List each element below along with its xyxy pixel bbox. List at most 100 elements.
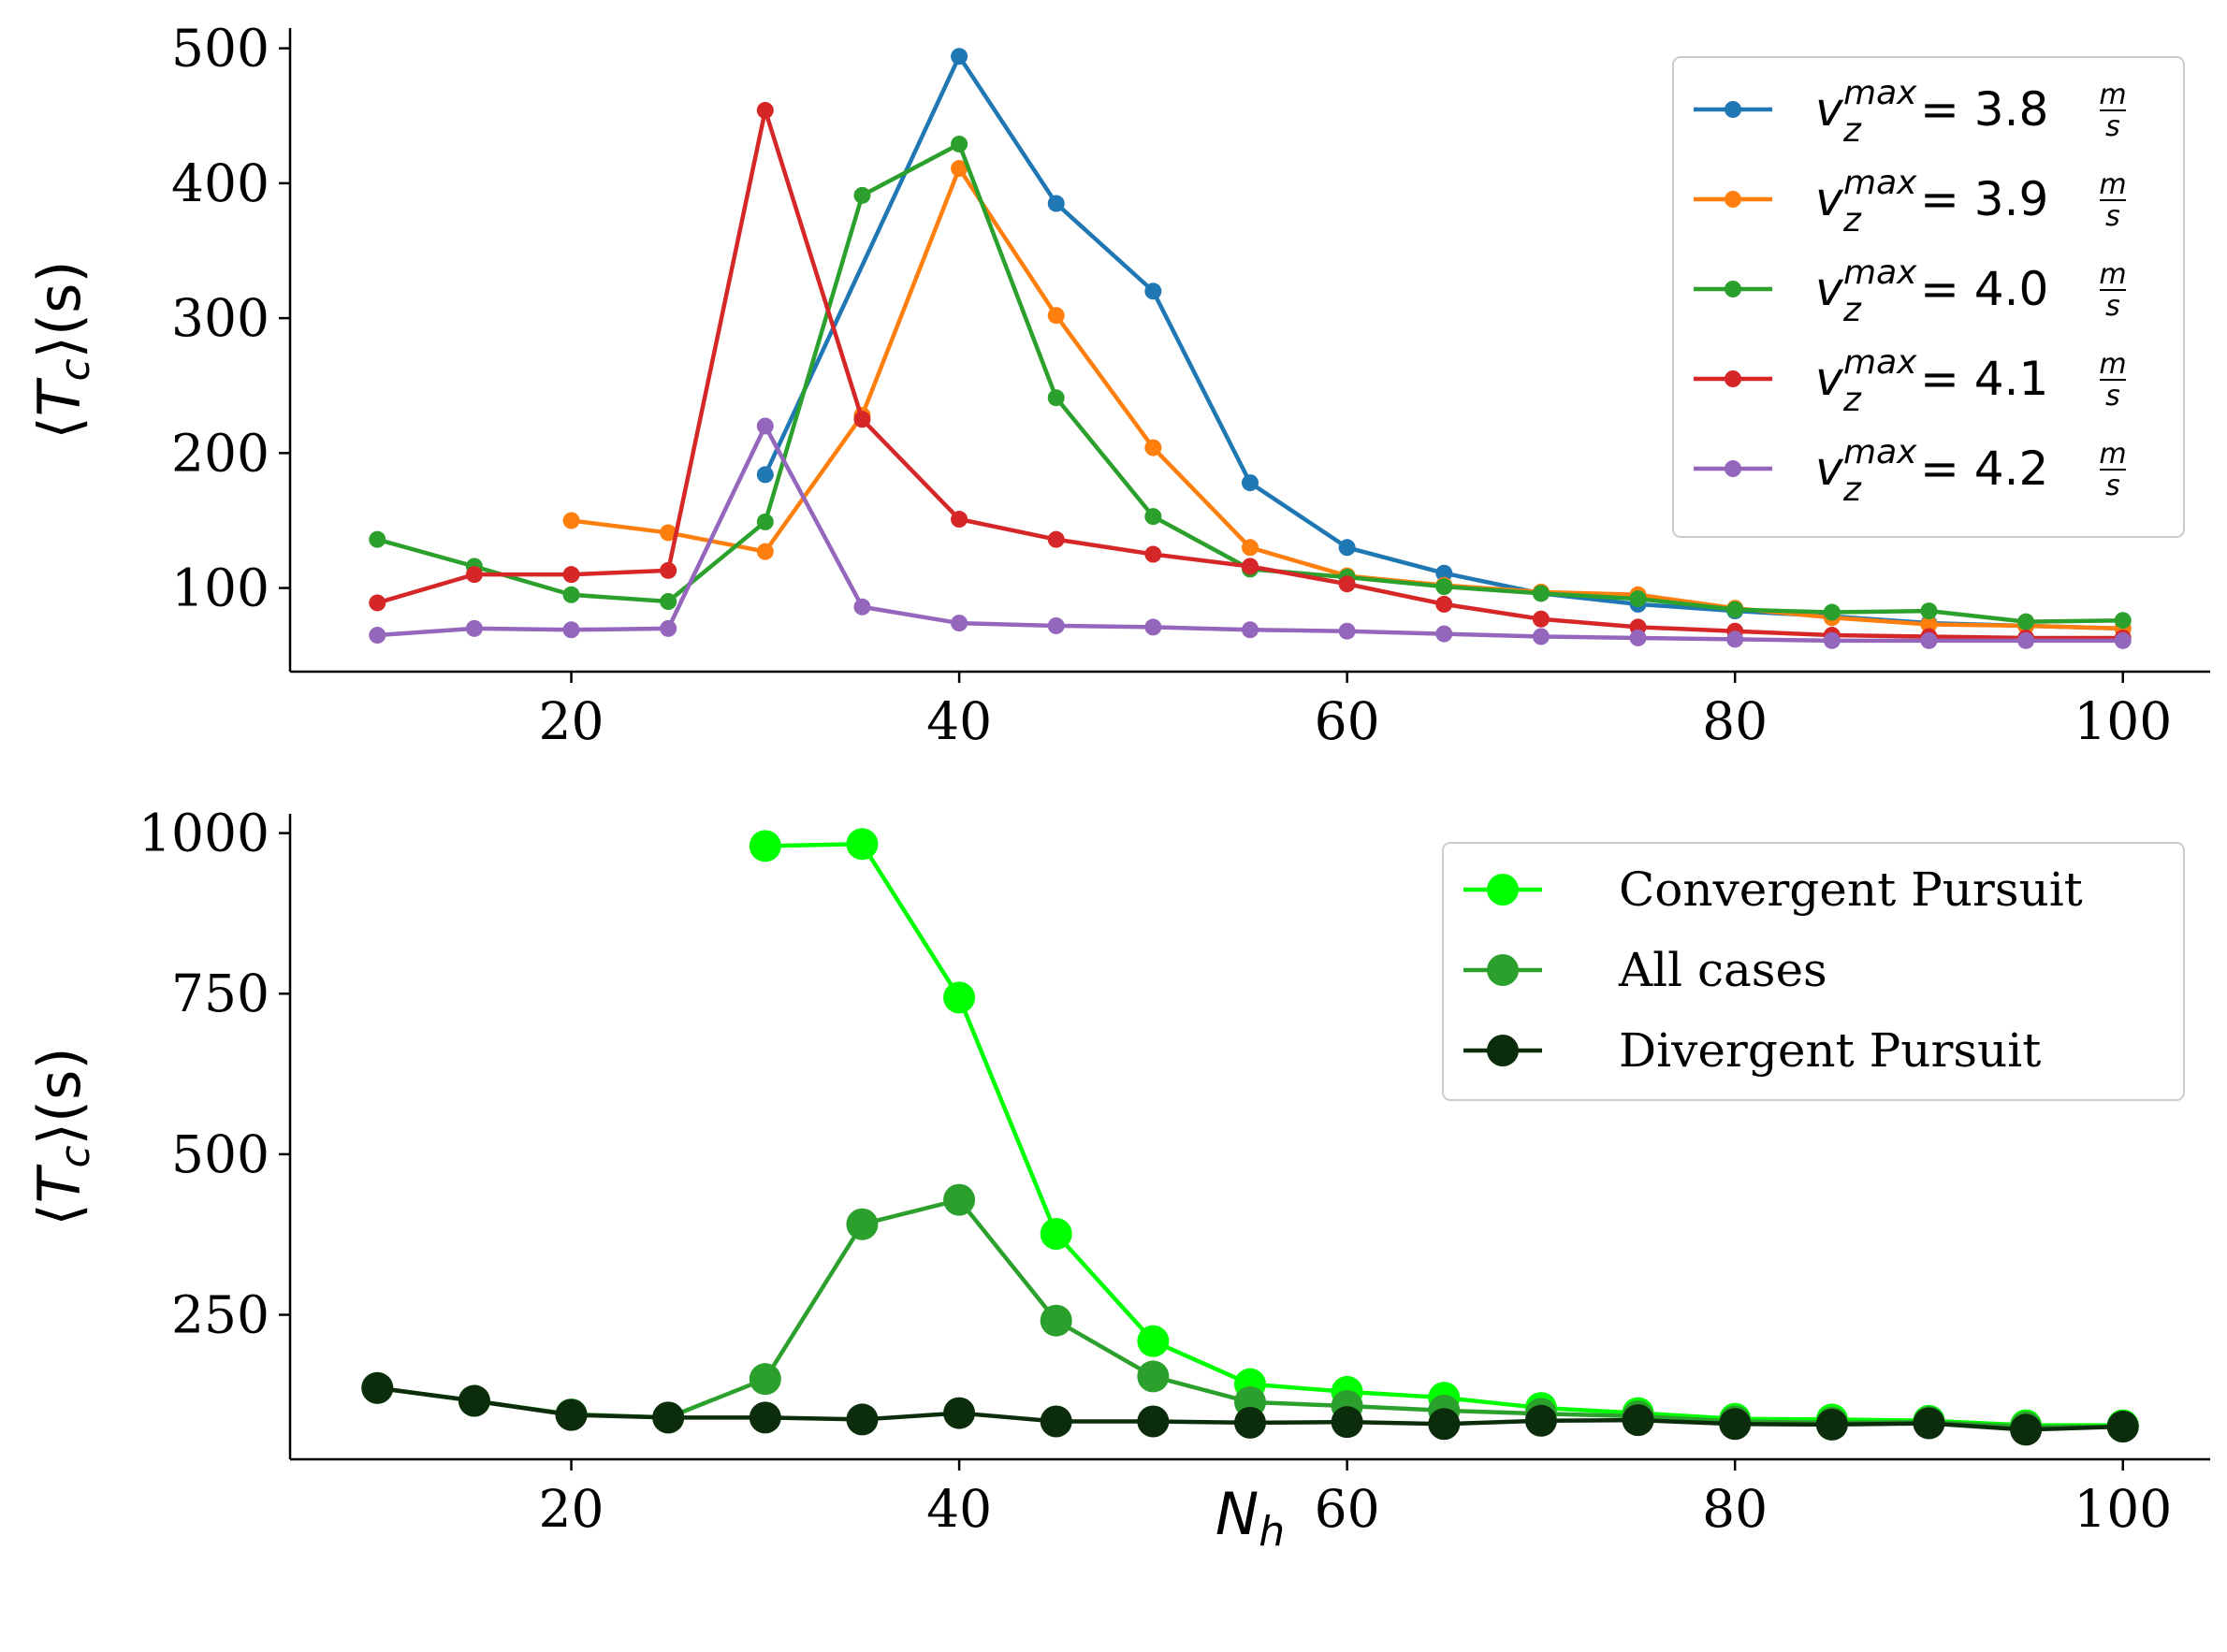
y-tick-label: 1000 [138, 804, 269, 863]
data-point [1242, 558, 1259, 575]
data-point [1532, 585, 1550, 602]
data-point [1532, 610, 1550, 628]
data-point [1047, 616, 1065, 634]
legend-sub: z [1842, 111, 1862, 150]
data-point [756, 543, 774, 560]
legend-frac-num: m [2099, 258, 2126, 291]
legend-sub: z [1842, 381, 1862, 419]
data-point [1144, 439, 1162, 456]
y-axis-label: ⟨Tc⟩(s) [25, 260, 99, 439]
data-point [1435, 564, 1453, 582]
data-point [1047, 195, 1065, 212]
data-point [1047, 389, 1065, 407]
data-point [749, 1363, 781, 1396]
data-point [562, 621, 580, 639]
data-point [1920, 616, 1938, 633]
legend-frac-den: s [2105, 380, 2120, 413]
data-point [1242, 539, 1259, 557]
data-point [1622, 1404, 1654, 1437]
data-point [1435, 625, 1453, 643]
data-point [1144, 545, 1162, 563]
data-point [1331, 1406, 1363, 1439]
data-point [458, 1384, 490, 1417]
data-point [756, 101, 774, 119]
legend-label: v [1815, 442, 1844, 496]
data-point [756, 466, 774, 484]
x-tick-label: 60 [1315, 1479, 1380, 1539]
legend-marker [1725, 370, 1741, 387]
data-point [1338, 575, 1356, 593]
data-point [943, 1397, 976, 1429]
legend-label: v [1815, 352, 1844, 406]
data-point [1144, 508, 1162, 526]
legend-frac-den: s [2105, 200, 2120, 233]
legend-sup: max [1843, 74, 1917, 112]
data-point [562, 586, 580, 603]
data-point [555, 1398, 588, 1431]
data-point [1242, 621, 1259, 639]
legend-value: = 4.2 [1920, 442, 2048, 496]
data-point [1920, 602, 1938, 620]
data-point [361, 1371, 394, 1404]
legend-entry: Divergent Pursuit [1463, 1023, 2041, 1078]
data-point [1823, 631, 1841, 649]
data-point [853, 186, 871, 204]
data-point [2106, 1410, 2139, 1442]
legend-label: Convergent Pursuit [1619, 862, 2083, 917]
x-tick-label: 20 [539, 1479, 604, 1539]
data-point [1047, 307, 1065, 325]
legend-frame [1442, 842, 2185, 1101]
x-tick-label: 60 [1315, 691, 1380, 751]
data-point [1815, 1408, 1848, 1441]
x-tick-label: 40 [926, 1479, 992, 1539]
legend-sup: max [1843, 343, 1917, 382]
data-point [756, 513, 774, 530]
data-point [951, 48, 968, 65]
data-point [660, 561, 677, 579]
data-point [1532, 628, 1550, 645]
data-point [951, 136, 968, 153]
data-point [660, 619, 677, 637]
data-point [562, 512, 580, 529]
y-tick-label: 200 [171, 423, 269, 483]
data-point [1040, 1405, 1072, 1438]
legend-value: = 4.0 [1920, 262, 2048, 316]
data-point [1435, 595, 1453, 613]
data-point [1524, 1404, 1557, 1437]
legend-frac-num: m [2099, 348, 2126, 381]
data-point [1719, 1408, 1752, 1441]
data-point [1435, 578, 1453, 596]
x-tick-label: 80 [1702, 1479, 1768, 1539]
data-point [2010, 1413, 2043, 1446]
data-point [1047, 530, 1065, 548]
legend-sup: max [1843, 433, 1917, 471]
legend-frac-den: s [2105, 470, 2120, 502]
data-point [1629, 590, 1647, 608]
data-point [749, 1401, 781, 1434]
series-1 [361, 1183, 2139, 1443]
data-point [660, 592, 677, 610]
data-point [2114, 631, 2132, 649]
legend-marker [1487, 1035, 1519, 1066]
data-point [465, 619, 483, 637]
data-point [846, 828, 879, 861]
data-point [1137, 1360, 1170, 1393]
data-point [2017, 631, 2035, 649]
data-point [1144, 618, 1162, 636]
data-point [2017, 613, 2035, 630]
legend-sub: z [1842, 471, 1862, 509]
data-point [1726, 601, 1744, 618]
y-tick-label: 100 [171, 558, 269, 618]
legend-marker [1725, 191, 1741, 208]
data-point [369, 530, 386, 548]
data-point [562, 566, 580, 584]
y-tick-label: 250 [171, 1285, 269, 1345]
data-point [951, 160, 968, 178]
data-point [369, 627, 386, 645]
legend-label: v [1815, 82, 1844, 137]
